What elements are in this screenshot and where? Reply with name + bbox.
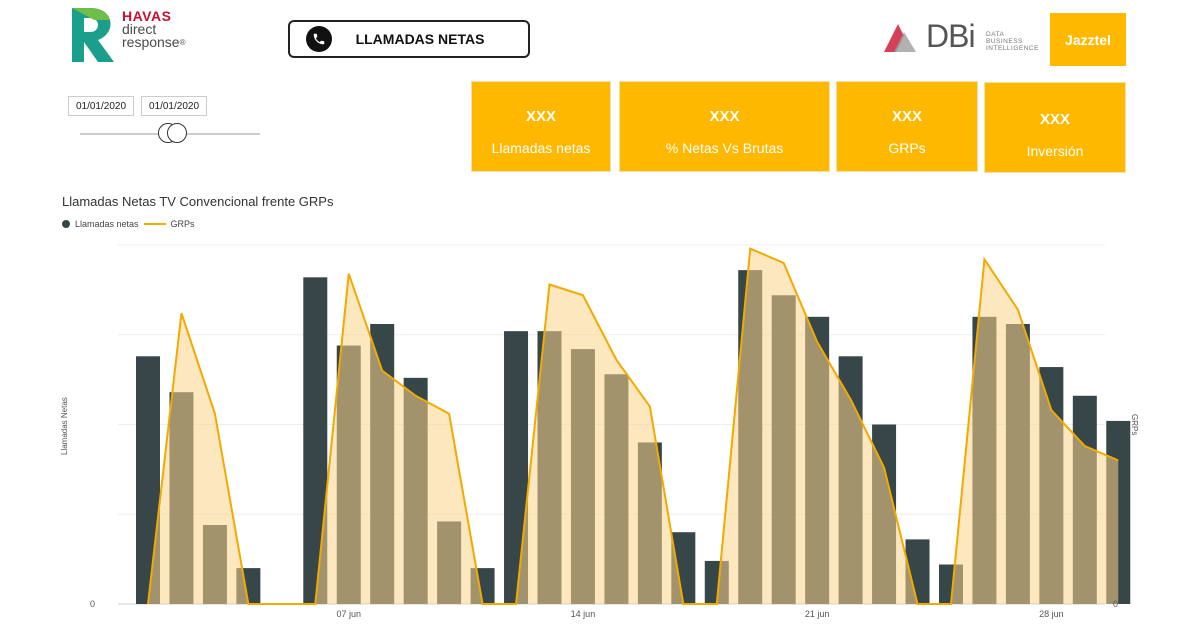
kpi-label: GRPs [888,140,926,156]
x-tick-label: 21 jun [805,609,830,619]
chart-title: Llamadas Netas TV Convencional frente GR… [62,194,334,209]
grps-line [147,247,1119,605]
legend-line-marker [143,223,166,225]
havas-wordmark: HAVAS direct response® [122,8,186,50]
havas-logo [72,8,114,62]
kpi-label: Llamadas netas [491,140,591,156]
date-to-input[interactable]: 01/01/2020 [141,96,207,116]
date-from-input[interactable]: 01/01/2020 [68,96,134,116]
date-slider-end-handle[interactable] [167,123,187,143]
dbi-subtitle: DATA BUSINESS INTELLIGENCE [986,31,1039,52]
kpi-value: XXX [891,108,922,125]
kpi-grps: XXX GRPs [837,82,977,171]
kpi-inversion: XXX Inversión [985,83,1125,172]
dbi-wordmark: DBi [926,18,976,54]
legend-bar-marker [62,220,70,228]
x-tick-label: 14 jun [571,609,596,619]
x-tick-label: 07 jun [336,609,361,619]
title-button-label: LLAMADAS NETAS [355,31,485,47]
llamadas-netas-button[interactable]: LLAMADAS NETAS [288,20,530,58]
kpi-value: XXX [709,108,740,125]
y-tick-label-left: 0 [90,599,95,609]
kpi-value: XXX [525,108,556,125]
dbi-logo-mark [884,24,916,52]
chart-legend: Llamadas netas GRPs [62,219,195,229]
x-tick-label: 28 jun [1039,609,1064,619]
y-tick-label-right: 0 [1113,599,1118,609]
kpi-llamadas-netas: XXX Llamadas netas [472,82,610,171]
kpi-label: % Netas Vs Brutas [665,140,784,156]
legend-item-llamadas: Llamadas netas [75,219,139,229]
kpi-label: Inversión [1026,143,1084,159]
grps-area [148,248,1119,604]
jazztel-logo: Jazztel [1050,13,1126,66]
phone-icon [306,26,332,52]
kpi-value: XXX [1039,111,1070,128]
kpi-netas-vs-brutas: XXX % Netas Vs Brutas [620,82,829,171]
legend-item-grps: GRPs [170,219,195,229]
